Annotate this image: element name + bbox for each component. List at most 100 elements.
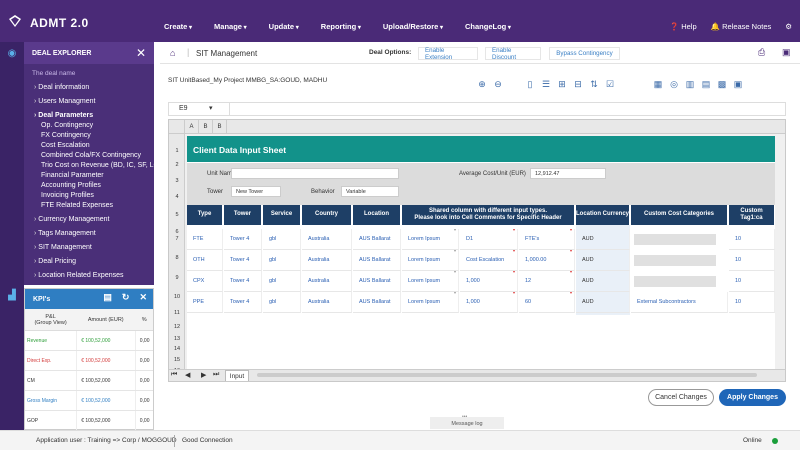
cell-shared-input[interactable]: Lorem Ipsum (402, 250, 459, 271)
cell-location-currency[interactable]: AUD (576, 271, 630, 292)
cell-reference[interactable]: E9 (179, 105, 188, 112)
row-number[interactable]: 13 (173, 336, 181, 342)
apply-changes-button[interactable]: Apply Changes (719, 389, 786, 406)
enable-discount-button[interactable]: Enable Discount (485, 47, 541, 61)
row-number[interactable]: 7 (175, 236, 179, 242)
cell-custom-cost-category[interactable]: External Subcontractors (631, 292, 728, 313)
row-number[interactable]: 15 (173, 357, 181, 363)
cell-shared-input[interactable]: 1,000 (460, 292, 518, 313)
cell-country[interactable]: Australia (302, 250, 352, 271)
refresh-icon[interactable]: ↻ (121, 292, 130, 302)
gear-icon[interactable]: ⚙ (785, 22, 792, 31)
cell-shared-input[interactable]: FTE's (519, 229, 575, 250)
cell-location[interactable]: AUS Ballarat (353, 250, 401, 271)
eye-icon[interactable]: ◎ (670, 79, 678, 89)
nav-create[interactable]: Create (164, 22, 192, 31)
column-header-country[interactable]: Country (302, 205, 352, 225)
unit-name-field[interactable] (231, 168, 399, 179)
sidebar-item[interactable]: Users Managment (32, 96, 154, 107)
cell-custom-cost-category[interactable] (634, 255, 716, 266)
cell-service[interactable]: gbl (263, 250, 301, 271)
column-header-custom-tag[interactable]: Custom Tag1:ca (729, 205, 775, 225)
next-sheet-icon[interactable]: ▶ (201, 372, 207, 379)
cell-country[interactable]: Australia (302, 271, 352, 292)
column-header-location[interactable]: Location (353, 205, 401, 225)
cell-custom-tag[interactable]: 10 (729, 229, 775, 250)
list-icon[interactable]: ☰ (541, 79, 551, 89)
cell-country[interactable]: Australia (302, 229, 352, 250)
document-icon[interactable]: ▯ (527, 79, 533, 89)
cell-location[interactable]: AUS Ballarat (353, 271, 401, 292)
sidebar-subitem[interactable]: Accounting Profiles (41, 182, 101, 189)
cell-service[interactable]: gbl (263, 271, 301, 292)
globe-icon[interactable]: ◉ (7, 48, 17, 59)
sidebar-subitem[interactable]: FX Contingency (41, 132, 91, 139)
cell-type[interactable]: FTE (187, 229, 223, 250)
column-header-shared[interactable]: Shared column with different input types… (402, 205, 575, 225)
cell-shared-input[interactable]: 1,000 (460, 271, 518, 292)
column-header-location-currency[interactable]: Location Currency (576, 205, 630, 225)
sidebar-item[interactable]: Currency Management (32, 214, 154, 225)
column-header-custom-cost-categories[interactable]: Custom Cost Categories (631, 205, 728, 225)
cell-shared-input[interactable]: D1 (460, 229, 518, 250)
cell-shared-input[interactable]: Cost Escalation (460, 250, 518, 271)
cell-shared-input[interactable]: 12 (519, 271, 575, 292)
nav-manage[interactable]: Manage (214, 22, 247, 31)
sidebar-item[interactable]: SIT Management (32, 242, 154, 253)
copy-icon[interactable]: ▤ (103, 292, 112, 302)
cell-shared-input[interactable]: 1,000.00 (519, 250, 575, 271)
row-number[interactable]: 10 (173, 294, 181, 300)
row-number[interactable]: 2 (175, 162, 179, 168)
column-header-service[interactable]: Service (263, 205, 301, 225)
freeze-icon[interactable]: ▤ (701, 79, 711, 89)
nav-reporting[interactable]: Reporting (321, 22, 361, 31)
row-number[interactable]: 6 (175, 229, 179, 235)
sidebar-subitem[interactable]: Op. Contingency (41, 122, 94, 129)
row-number[interactable]: 12 (173, 324, 181, 330)
cell-custom-cost-category[interactable] (634, 276, 716, 287)
tab-input[interactable]: Input (225, 370, 249, 381)
sidebar-item[interactable]: Tags Management (32, 228, 154, 239)
cell-shared-input[interactable]: Lorem Ipsum (402, 229, 459, 250)
column-header[interactable]: B (199, 120, 213, 134)
layout-icon[interactable]: ▣ (733, 79, 743, 89)
row-number[interactable]: 5 (175, 212, 179, 218)
cell-location-currency[interactable]: AUD (576, 250, 630, 271)
sidebar-subitem[interactable]: Trio Cost on Revenue (BD, IC, SF, LC) (41, 162, 154, 169)
cell-type[interactable]: OTH (187, 250, 223, 271)
home-icon[interactable]: ⌂ (170, 48, 176, 58)
grid-icon[interactable]: ▩ (717, 79, 727, 89)
message-log-toggle[interactable]: Message log (430, 410, 504, 429)
cell-shared-input[interactable]: Lorem Ipsum (402, 271, 459, 292)
formula-bar[interactable]: E9 ▾ (168, 102, 786, 116)
cell-shared-input[interactable]: 60 (519, 292, 575, 313)
cell-custom-tag[interactable]: 10 (729, 250, 775, 271)
sidebar-subitem[interactable]: Cost Escalation (41, 142, 90, 149)
cell-location-currency[interactable]: AUD (576, 229, 630, 250)
table-icon[interactable]: ▦ (653, 79, 663, 89)
close-icon[interactable]: ✕ (135, 46, 146, 60)
spreadsheet[interactable]: A B B 123456789101112131415161718 Client… (168, 119, 786, 382)
nav-changelog[interactable]: ChangeLog (465, 22, 511, 31)
cell-type[interactable]: PPE (187, 292, 223, 313)
columns-icon[interactable]: ▥ (685, 79, 695, 89)
cell-custom-tag[interactable]: 10 (729, 292, 775, 313)
cell-location-currency[interactable]: AUD (576, 292, 630, 313)
panel-icon[interactable]: ▣ (782, 47, 791, 57)
sort-icon[interactable]: ⇅ (590, 79, 598, 89)
chart-icon[interactable]: ▟ (8, 290, 16, 301)
release-notes-link[interactable]: 🔔 Release Notes (711, 22, 772, 31)
delete-row-icon[interactable]: ⊟ (574, 79, 582, 89)
row-number[interactable]: 9 (175, 275, 179, 281)
sidebar-subitem[interactable]: Financial Parameter (41, 172, 104, 179)
row-number[interactable]: 8 (175, 255, 179, 261)
cell-tower[interactable]: Tower 4 (224, 292, 262, 313)
bypass-contingency-button[interactable]: Bypass Contingency (549, 47, 620, 60)
first-sheet-icon[interactable]: ⏮ (171, 371, 178, 378)
row-number[interactable]: 4 (175, 194, 179, 200)
column-header[interactable]: B (213, 120, 227, 134)
cell-service[interactable]: gbl (263, 292, 301, 313)
chevron-down-icon[interactable]: ▾ (209, 105, 213, 112)
enable-extension-button[interactable]: Enable Extension (418, 47, 478, 61)
export-icon[interactable]: ⎙ (758, 47, 766, 57)
